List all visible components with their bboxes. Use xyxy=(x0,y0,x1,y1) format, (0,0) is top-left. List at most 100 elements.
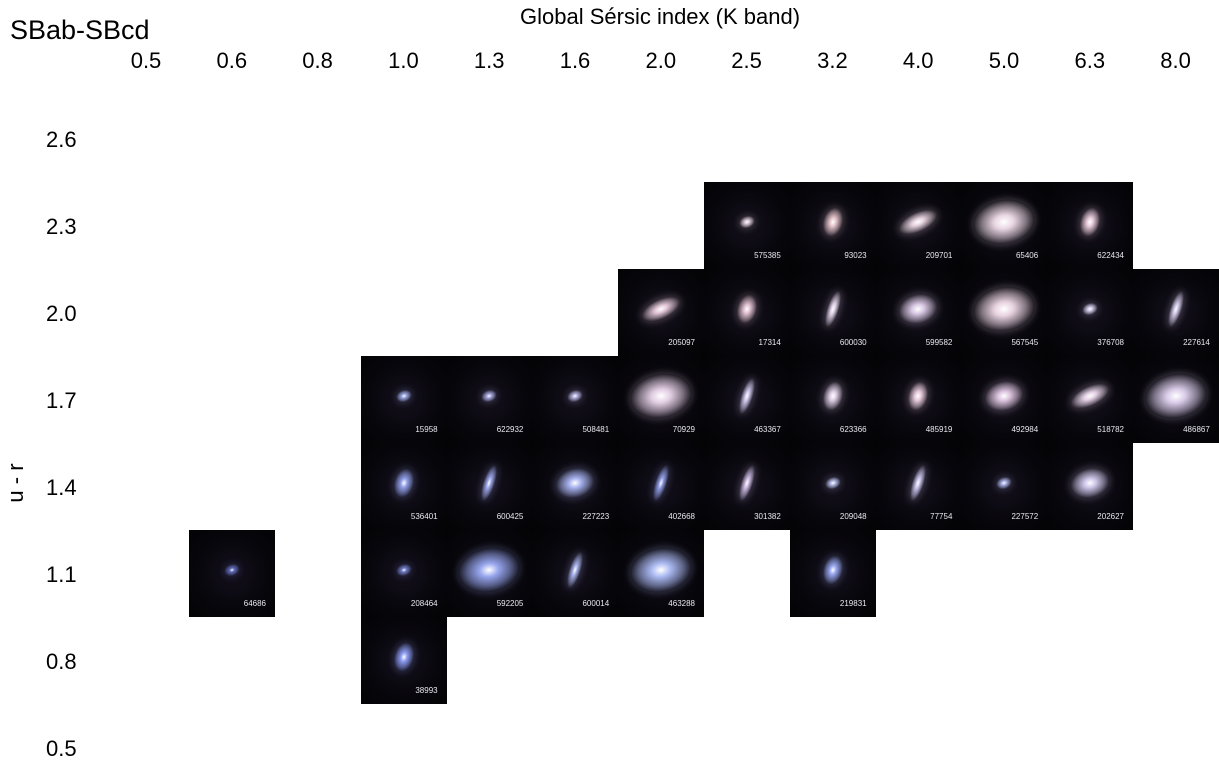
galaxy-image xyxy=(390,639,418,675)
y-tick-label: 0.5 xyxy=(46,736,77,761)
galaxy-image xyxy=(895,204,942,240)
galaxy-image xyxy=(819,378,847,414)
galaxy-thumbnail: 622932 xyxy=(446,356,533,443)
galaxy-image xyxy=(980,376,1028,416)
galaxy-thumbnail: 592205 xyxy=(446,530,533,617)
galaxy-id-label: 219831 xyxy=(839,599,867,608)
y-tick-label: 1.4 xyxy=(46,475,77,500)
galaxy-thumbnail: 227223 xyxy=(532,443,619,530)
galaxy-image xyxy=(626,368,696,424)
galaxy-thumbnail: 38993 xyxy=(360,617,447,704)
galaxy-thumbnail: 376708 xyxy=(1047,269,1133,356)
y-tick-label: 1.1 xyxy=(46,562,77,587)
y-tick-label: 0.8 xyxy=(46,649,77,674)
galaxy-id-label: 202627 xyxy=(1097,512,1124,521)
galaxy-id-label: 64686 xyxy=(243,599,266,608)
galaxy-thumbnail: 402668 xyxy=(618,443,704,530)
galaxy-id-label: 227572 xyxy=(1011,512,1039,521)
y-tick-label: 2.6 xyxy=(46,127,77,152)
x-axis-title: Global Sérsic index (K band) xyxy=(520,4,801,29)
x-tick-label: 2.0 xyxy=(645,48,677,73)
galaxy-thumbnail: 599582 xyxy=(875,269,962,356)
galaxy-id-label: 70929 xyxy=(672,425,695,434)
galaxy-image xyxy=(394,387,414,405)
galaxy-thumbnail: 492984 xyxy=(961,356,1048,443)
galaxy-thumbnail: 77754 xyxy=(875,443,962,530)
galaxy-image xyxy=(969,281,1039,337)
galaxy-id-label: 376708 xyxy=(1097,338,1124,347)
x-tick-label: 8.0 xyxy=(1160,48,1191,73)
galaxy-thumbnail: 463288 xyxy=(618,530,704,617)
galaxy-id-label: 209701 xyxy=(925,251,953,260)
galaxy-image xyxy=(455,542,524,598)
galaxy-id-label: 209048 xyxy=(839,512,867,521)
galaxy-thumbnail: 622434 xyxy=(1047,182,1133,269)
galaxy-thumbnail: 227614 xyxy=(1132,269,1219,356)
panel-title: SBab-SBcd xyxy=(10,15,150,45)
galaxy-thumbnail: 536401 xyxy=(360,443,447,530)
galaxy-image xyxy=(895,289,942,329)
galaxy-image xyxy=(823,474,843,492)
galaxy-image xyxy=(565,387,585,405)
galaxy-thumbnail: 600425 xyxy=(446,443,533,530)
galaxy-image xyxy=(904,378,932,414)
y-axis-title: u - r xyxy=(3,463,28,503)
galaxy-thumbnail: 64686 xyxy=(189,530,275,617)
x-tick-label: 1.0 xyxy=(388,48,419,73)
galaxy-id-label: 38993 xyxy=(415,686,438,695)
galaxy-image xyxy=(1076,204,1104,240)
galaxy-id-label: 600014 xyxy=(582,599,610,608)
galaxy-image xyxy=(994,474,1014,492)
galaxy-id-label: 301382 xyxy=(754,512,781,521)
galaxy-id-label: 17314 xyxy=(758,338,781,347)
galaxy-image xyxy=(1080,300,1100,318)
x-tick-label: 6.3 xyxy=(1074,48,1106,73)
galaxy-id-label: 15958 xyxy=(415,425,438,434)
y-tick-label: 2.3 xyxy=(46,214,77,239)
galaxy-id-label: 592205 xyxy=(496,599,524,608)
galaxy-thumbnail: 227572 xyxy=(961,443,1048,530)
galaxy-id-label: 536401 xyxy=(410,512,438,521)
galaxy-id-label: 492984 xyxy=(1011,425,1039,434)
y-tick-label: 2.0 xyxy=(46,301,77,326)
galaxy-id-label: 77754 xyxy=(930,512,953,521)
galaxy-thumbnail: 600030 xyxy=(789,269,876,356)
galaxy-image xyxy=(735,376,759,416)
galaxy-thumbnail: 463367 xyxy=(703,356,790,443)
galaxy-image xyxy=(819,204,847,240)
x-tick-label: 2.5 xyxy=(731,48,762,73)
galaxy-image xyxy=(626,542,696,598)
galaxy-thumbnail: 70929 xyxy=(618,356,704,443)
galaxy-thumbnail: 567545 xyxy=(961,269,1048,356)
galaxy-image xyxy=(1141,368,1211,424)
galaxy-image xyxy=(1066,463,1114,503)
galaxy-image xyxy=(1164,289,1188,329)
galaxy-image xyxy=(969,194,1039,250)
galaxy-thumbnail: 508481 xyxy=(532,356,619,443)
galaxy-thumbnail: 65406 xyxy=(961,182,1048,269)
galaxy-id-label: 486867 xyxy=(1183,425,1210,434)
galaxy-id-label: 93023 xyxy=(844,251,867,260)
galaxy-id-label: 227614 xyxy=(1183,338,1210,347)
galaxy-image xyxy=(394,561,414,579)
galaxy-thumbnail: 486867 xyxy=(1132,356,1219,443)
galaxy-id-label: 575385 xyxy=(754,251,781,260)
galaxy-id-label: 65406 xyxy=(1015,251,1039,260)
galaxy-id-label: 599582 xyxy=(925,338,953,347)
galaxy-image xyxy=(477,463,501,503)
galaxy-image xyxy=(563,550,587,590)
galaxy-id-label: 208464 xyxy=(410,599,438,608)
x-tick-label: 0.8 xyxy=(302,48,333,73)
x-tick-label: 4.0 xyxy=(902,48,934,73)
galaxy-thumbnail: 202627 xyxy=(1047,443,1133,530)
x-tick-label: 1.3 xyxy=(473,48,505,73)
galaxy-id-label: 567545 xyxy=(1011,338,1039,347)
galaxy-image xyxy=(733,291,761,327)
galaxy-image xyxy=(1066,378,1114,414)
galaxy-thumbnail: 219831 xyxy=(789,530,876,617)
galaxy-id-label: 622434 xyxy=(1097,251,1124,260)
galaxy-id-label: 508481 xyxy=(582,425,610,434)
x-tick-label: 5.0 xyxy=(988,48,1020,73)
galaxy-id-label: 463367 xyxy=(754,425,781,434)
galaxy-thumbnail: 205097 xyxy=(618,269,704,356)
